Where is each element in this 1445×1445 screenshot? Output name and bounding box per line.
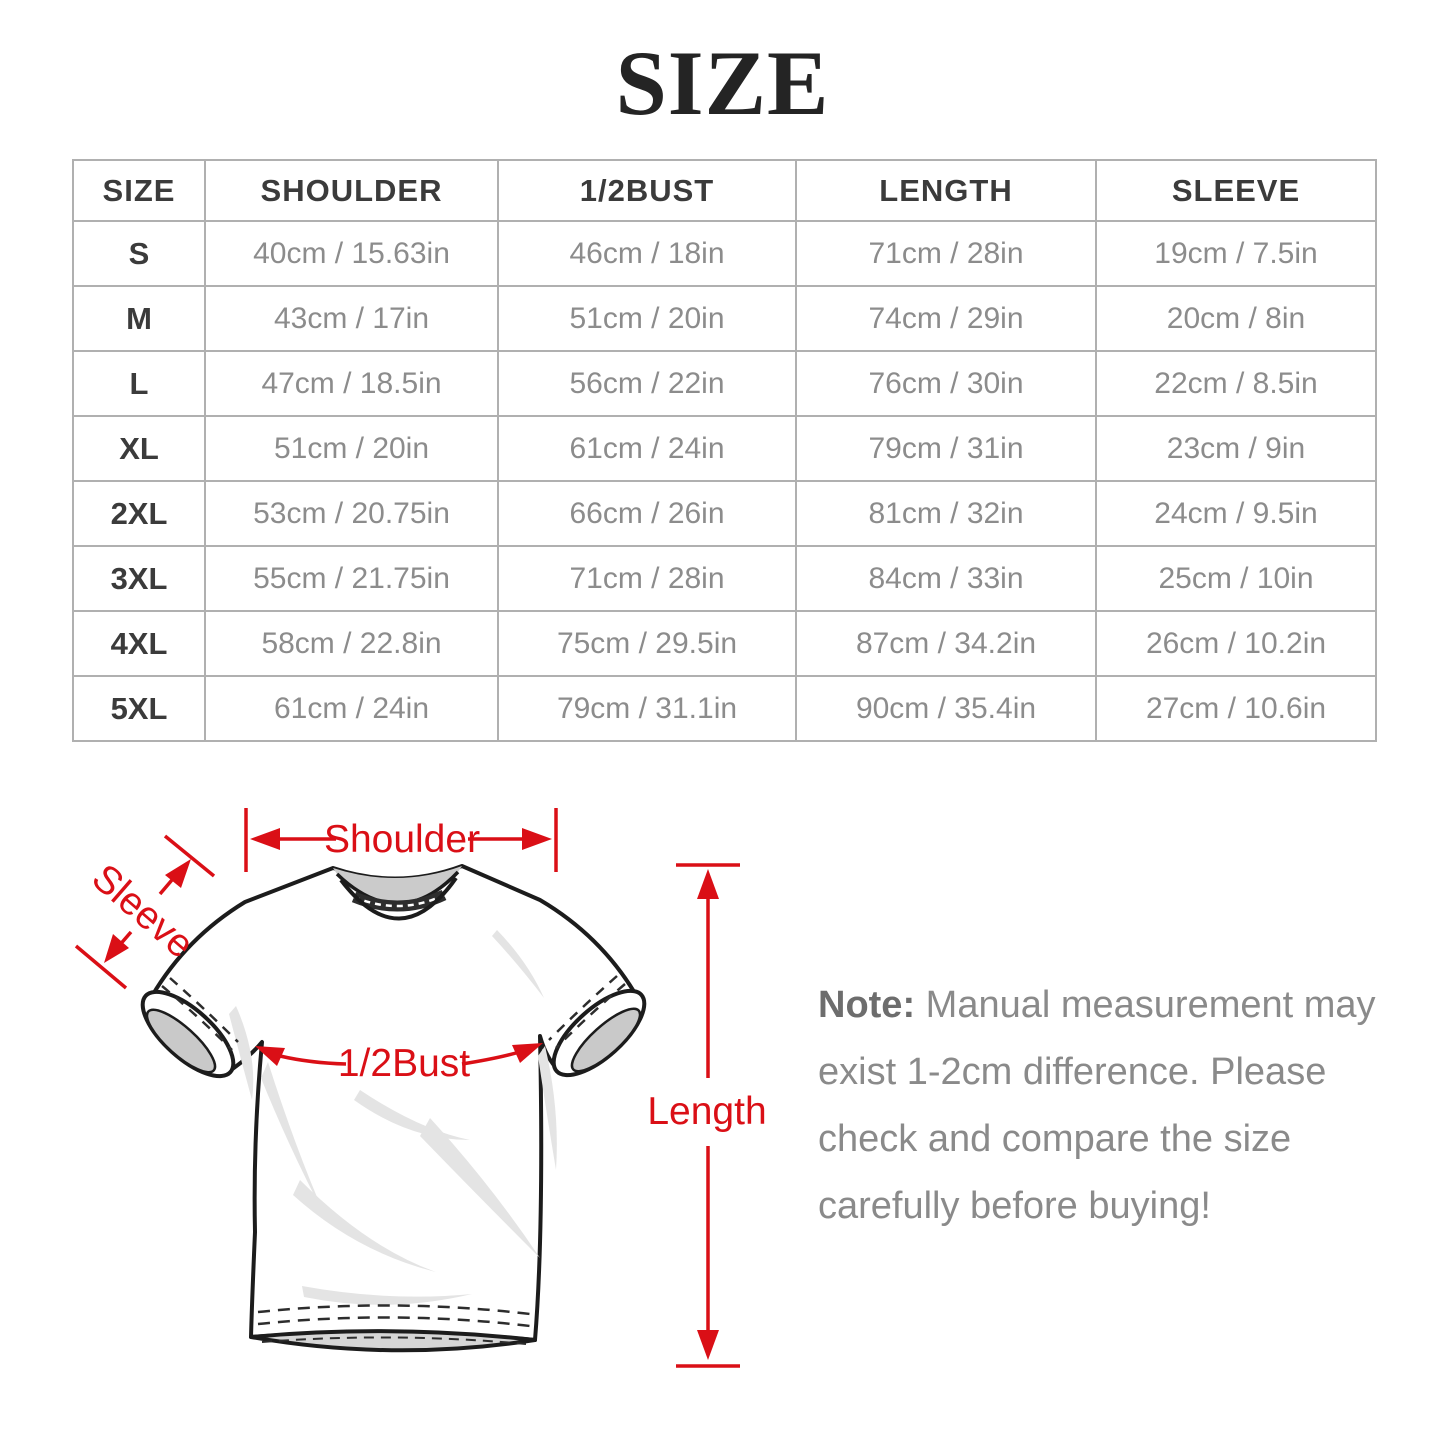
header-sleeve: SLEEVE	[1095, 159, 1377, 222]
note-line-3: check and compare the size	[818, 1118, 1292, 1160]
cell-size: XL	[72, 415, 206, 482]
cell-shoulder: 47cm / 18.5in	[204, 350, 499, 417]
cell-sleeve: 22cm / 8.5in	[1095, 350, 1377, 417]
table-row-2xl: 2XL 53cm / 20.75in 66cm / 26in 81cm / 32…	[72, 480, 1377, 547]
table-row-m: M 43cm / 17in 51cm / 20in 74cm / 29in 20…	[72, 285, 1377, 352]
cell-length: 76cm / 30in	[795, 350, 1097, 417]
cell-bust: 79cm / 31.1in	[497, 675, 797, 742]
cell-sleeve: 26cm / 10.2in	[1095, 610, 1377, 677]
cell-sleeve: 19cm / 7.5in	[1095, 220, 1377, 287]
table-row-l: L 47cm / 18.5in 56cm / 22in 76cm / 30in …	[72, 350, 1377, 417]
length-label: Length	[647, 1090, 766, 1133]
note-line-4: carefully before buying!	[818, 1185, 1211, 1227]
cell-shoulder: 55cm / 21.75in	[204, 545, 499, 612]
cell-length: 81cm / 32in	[795, 480, 1097, 547]
cell-bust: 51cm / 20in	[497, 285, 797, 352]
hem	[249, 1304, 537, 1353]
cell-sleeve: 25cm / 10in	[1095, 545, 1377, 612]
cell-bust: 71cm / 28in	[497, 545, 797, 612]
length-arrow: Length	[647, 863, 767, 1368]
header-shoulder: SHOULDER	[204, 159, 499, 222]
cell-length: 84cm / 33in	[795, 545, 1097, 612]
shoulder-arrow: Shoulder	[244, 808, 558, 872]
note-line-1: Note: Manual measurement may	[818, 984, 1376, 1026]
cell-length: 90cm / 35.4in	[795, 675, 1097, 742]
cell-length: 87cm / 34.2in	[795, 610, 1097, 677]
table-row-s: S 40cm / 15.63in 46cm / 18in 71cm / 28in…	[72, 220, 1377, 287]
cell-shoulder: 51cm / 20in	[204, 415, 499, 482]
table-row-5xl: 5XL 61cm / 24in 79cm / 31.1in 90cm / 35.…	[72, 675, 1377, 742]
bust-arrow: 1/2Bust	[255, 1042, 543, 1085]
cell-bust: 61cm / 24in	[497, 415, 797, 482]
table-header-row: SIZE SHOULDER 1/2BUST LENGTH SLEEVE	[72, 159, 1377, 222]
cell-size: S	[72, 220, 206, 287]
shoulder-label: Shoulder	[324, 818, 480, 861]
table-row-3xl: 3XL 55cm / 21.75in 71cm / 28in 84cm / 33…	[72, 545, 1377, 612]
cell-size: L	[72, 350, 206, 417]
cell-sleeve: 23cm / 9in	[1095, 415, 1377, 482]
header-bust: 1/2BUST	[497, 159, 797, 222]
note-text: Note: Manual measurement may exist 1-2cm…	[818, 972, 1418, 1240]
cell-shoulder: 53cm / 20.75in	[204, 480, 499, 547]
cell-shoulder: 58cm / 22.8in	[204, 610, 499, 677]
table-row-4xl: 4XL 58cm / 22.8in 75cm / 29.5in 87cm / 3…	[72, 610, 1377, 677]
cell-size: 3XL	[72, 545, 206, 612]
cell-length: 71cm / 28in	[795, 220, 1097, 287]
cell-length: 79cm / 31in	[795, 415, 1097, 482]
cell-shoulder: 43cm / 17in	[204, 285, 499, 352]
cell-size: M	[72, 285, 206, 352]
cell-shoulder: 40cm / 15.63in	[204, 220, 499, 287]
cell-sleeve: 20cm / 8in	[1095, 285, 1377, 352]
header-size: SIZE	[72, 159, 206, 222]
cell-shoulder: 61cm / 24in	[204, 675, 499, 742]
cell-size: 5XL	[72, 675, 206, 742]
header-length: LENGTH	[795, 159, 1097, 222]
cell-sleeve: 27cm / 10.6in	[1095, 675, 1377, 742]
wrinkle-shadows	[229, 930, 557, 1305]
note-line-2: exist 1-2cm difference. Please	[818, 1051, 1327, 1093]
cell-bust: 56cm / 22in	[497, 350, 797, 417]
collar	[333, 866, 462, 921]
cell-size: 2XL	[72, 480, 206, 547]
cell-bust: 66cm / 26in	[497, 480, 797, 547]
table-row-xl: XL 51cm / 20in 61cm / 24in 79cm / 31in 2…	[72, 415, 1377, 482]
cell-sleeve: 24cm / 9.5in	[1095, 480, 1377, 547]
page-title: SIZE	[615, 32, 830, 134]
note-label: Note:	[818, 984, 916, 1026]
cell-bust: 75cm / 29.5in	[497, 610, 797, 677]
cell-length: 74cm / 29in	[795, 285, 1097, 352]
right-cuff	[548, 975, 647, 1078]
left-cuff	[140, 977, 239, 1079]
tshirt-illustration	[140, 864, 647, 1353]
bust-label: 1/2Bust	[338, 1042, 470, 1085]
size-table: SIZE SHOULDER 1/2BUST LENGTH SLEEVE S 40…	[72, 159, 1377, 742]
cell-bust: 46cm / 18in	[497, 220, 797, 287]
cell-size: 4XL	[72, 610, 206, 677]
